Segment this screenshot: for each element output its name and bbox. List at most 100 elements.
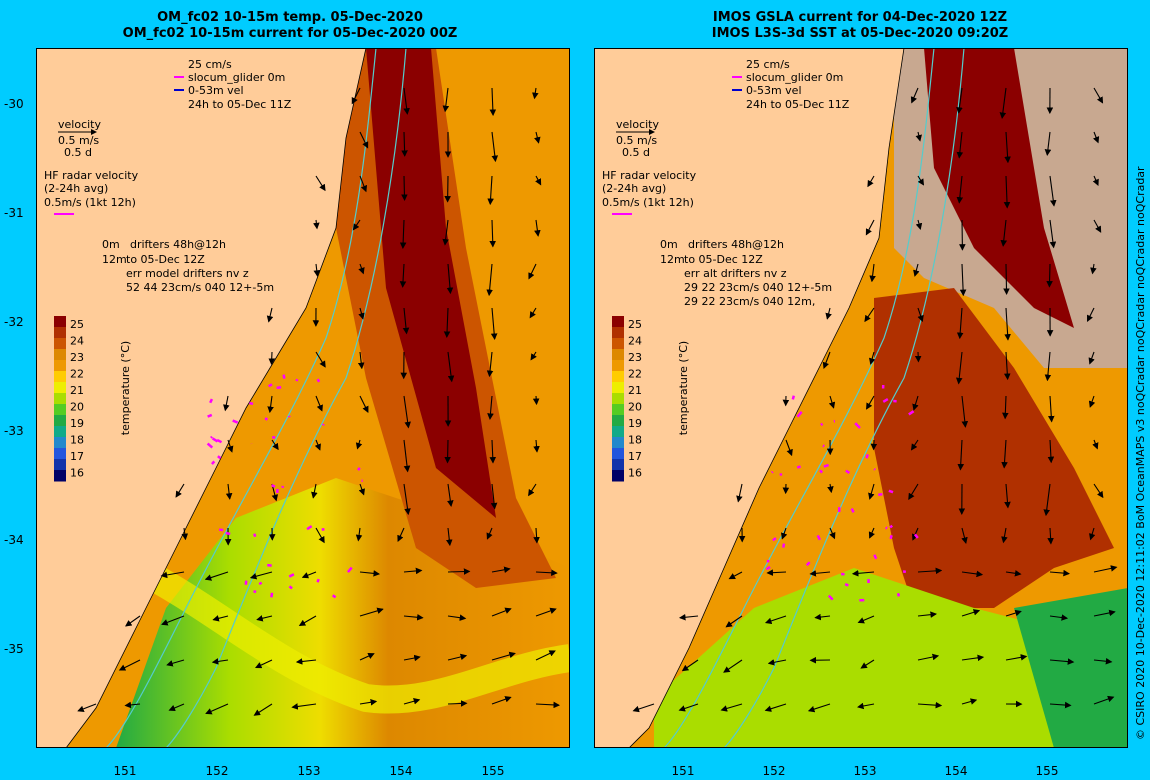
- velocity-arrow: [1003, 175, 1011, 209]
- drifter-track: [873, 554, 878, 560]
- velocity-arrow: [403, 395, 411, 429]
- right-title-line2: IMOS L3S-3d SST at 05-Dec-2020 09:20Z: [711, 26, 1009, 41]
- land-area: [594, 48, 905, 748]
- velocity-arrow: [959, 263, 967, 297]
- right-map-panel[interactable]: 25 cm/s slocum_glider 0m 0-53m vel 24h t…: [594, 48, 1128, 748]
- drifter-track: [295, 378, 299, 382]
- velocity-arrow: [490, 483, 498, 510]
- velocity-arrow: [681, 659, 699, 672]
- svg-text:0.5 d: 0.5 d: [64, 146, 92, 159]
- velocity-arrow: [401, 175, 408, 201]
- map-legend: 25 cm/s slocum_glider 0m 0-53m vel 24h t…: [44, 58, 292, 294]
- velocity-arrow: [1046, 263, 1053, 288]
- colorbar-tick-label: 23: [70, 351, 84, 364]
- velocity-arrow: [267, 395, 274, 414]
- velocity-arrow: [403, 87, 410, 115]
- velocity-arrow: [822, 351, 831, 370]
- velocity-arrow: [1049, 701, 1072, 709]
- velocity-arrow: [827, 483, 834, 494]
- velocity-arrow: [1005, 654, 1028, 661]
- svg-text:drifters 48h@12h: drifters 48h@12h: [130, 238, 226, 251]
- velocity-arrow: [736, 483, 743, 503]
- svg-text:24h to 05-Dec 11Z: 24h to 05-Dec 11Z: [746, 98, 850, 111]
- drifter-track: [782, 543, 786, 548]
- velocity-arrow: [917, 611, 938, 618]
- drifter-track: [288, 585, 293, 590]
- velocity-arrow: [867, 175, 875, 188]
- drifter-track: [796, 411, 803, 418]
- colorbar-tick-label: 19: [628, 417, 642, 430]
- colorbar-swatch: [612, 437, 624, 449]
- velocity-arrow: [401, 131, 408, 157]
- colorbar-swatch: [54, 360, 66, 372]
- velocity-arrow: [397, 527, 405, 542]
- velocity-arrow: [227, 439, 234, 453]
- velocity-arrow: [535, 701, 561, 709]
- svg-text:0m: 0m: [102, 238, 120, 251]
- drifter-track: [232, 419, 239, 424]
- velocity-arrow: [866, 395, 875, 410]
- velocity-arrow: [917, 653, 940, 661]
- svg-text:temperature (°C): temperature (°C): [119, 341, 132, 435]
- svg-text:0.5m/s (1kt 12h): 0.5m/s (1kt 12h): [602, 196, 694, 209]
- drifter-track: [209, 398, 214, 404]
- colorbar-tick-label: 22: [70, 368, 84, 381]
- colorbar-swatch: [612, 382, 624, 394]
- left-title-line2: OM_fc02 10-15m current for 05-Dec-2020 0…: [122, 26, 458, 41]
- velocity-arrow: [910, 87, 919, 104]
- velocity-arrow: [447, 700, 468, 707]
- velocity-arrow: [915, 131, 922, 142]
- drifter-track: [845, 469, 851, 474]
- velocity-arrow: [956, 87, 963, 114]
- velocity-arrow: [160, 571, 185, 579]
- svg-text:52 44 23cm/s 040 12+-5m: 52 44 23cm/s 040 12+-5m: [126, 281, 274, 294]
- velocity-arrow: [825, 307, 832, 320]
- velocity-arrow: [809, 570, 831, 577]
- velocity-arrow: [961, 527, 968, 545]
- velocity-arrow: [161, 615, 185, 626]
- velocity-arrow: [357, 351, 365, 370]
- svg-text:0.5m/s (1kt 12h): 0.5m/s (1kt 12h): [44, 196, 136, 209]
- drifter-track: [211, 460, 216, 465]
- svg-text:12m: 12m: [102, 253, 127, 266]
- velocity-arrow: [1005, 609, 1022, 617]
- velocity-arrow: [1044, 131, 1052, 156]
- velocity-arrow: [723, 659, 743, 673]
- velocity-arrow: [271, 439, 279, 451]
- left-title-line1: OM_fc02 10-15m temp. 05-Dec-2020: [157, 10, 423, 25]
- core-current-region: [924, 48, 1074, 328]
- right-title-line1: IMOS GSLA current for 04-Dec-2020 12Z: [712, 10, 1008, 25]
- velocity-arrow: [534, 131, 541, 144]
- map-legend: 25 cm/s slocum_glider 0m 0-53m vel 24h t…: [602, 58, 850, 308]
- velocity-arrow: [491, 131, 499, 163]
- svg-text:0.5 m/s: 0.5 m/s: [58, 134, 99, 147]
- velocity-arrow: [311, 483, 318, 499]
- velocity-arrow: [860, 659, 875, 669]
- velocity-arrow: [535, 569, 558, 577]
- velocity-arrow: [1005, 570, 1022, 577]
- velocity-arrow: [77, 703, 97, 712]
- velocity-arrow: [767, 659, 787, 666]
- svg-text:slocum_glider 0m: slocum_glider 0m: [746, 71, 843, 84]
- velocity-arrow: [402, 307, 410, 335]
- velocity-arrow: [225, 483, 233, 500]
- cold-water-region: [1014, 588, 1128, 748]
- velocity-arrow: [445, 527, 453, 547]
- velocity-arrow: [1089, 527, 1096, 541]
- velocity-arrow: [118, 659, 141, 671]
- svg-text:to 05-Dec 12Z: to 05-Dec 12Z: [126, 253, 205, 266]
- velocity-arrow: [961, 654, 985, 662]
- velocity-arrow: [532, 395, 540, 406]
- colorbar-tick-label: 18: [628, 434, 642, 447]
- drifter-track: [218, 528, 224, 532]
- drifter-track: [288, 573, 295, 578]
- velocity-arrow: [301, 571, 317, 579]
- drifter-track: [331, 594, 337, 599]
- left-map-panel[interactable]: 25 cm/s slocum_glider 0m 0-53m vel 24h t…: [36, 48, 570, 748]
- velocity-arrow: [489, 439, 497, 464]
- colorbar-swatch: [54, 415, 66, 427]
- bathymetry-contour: [723, 48, 965, 748]
- colorbar-swatch: [612, 393, 624, 405]
- velocity-arrow: [291, 703, 317, 710]
- drifter-track: [253, 590, 257, 594]
